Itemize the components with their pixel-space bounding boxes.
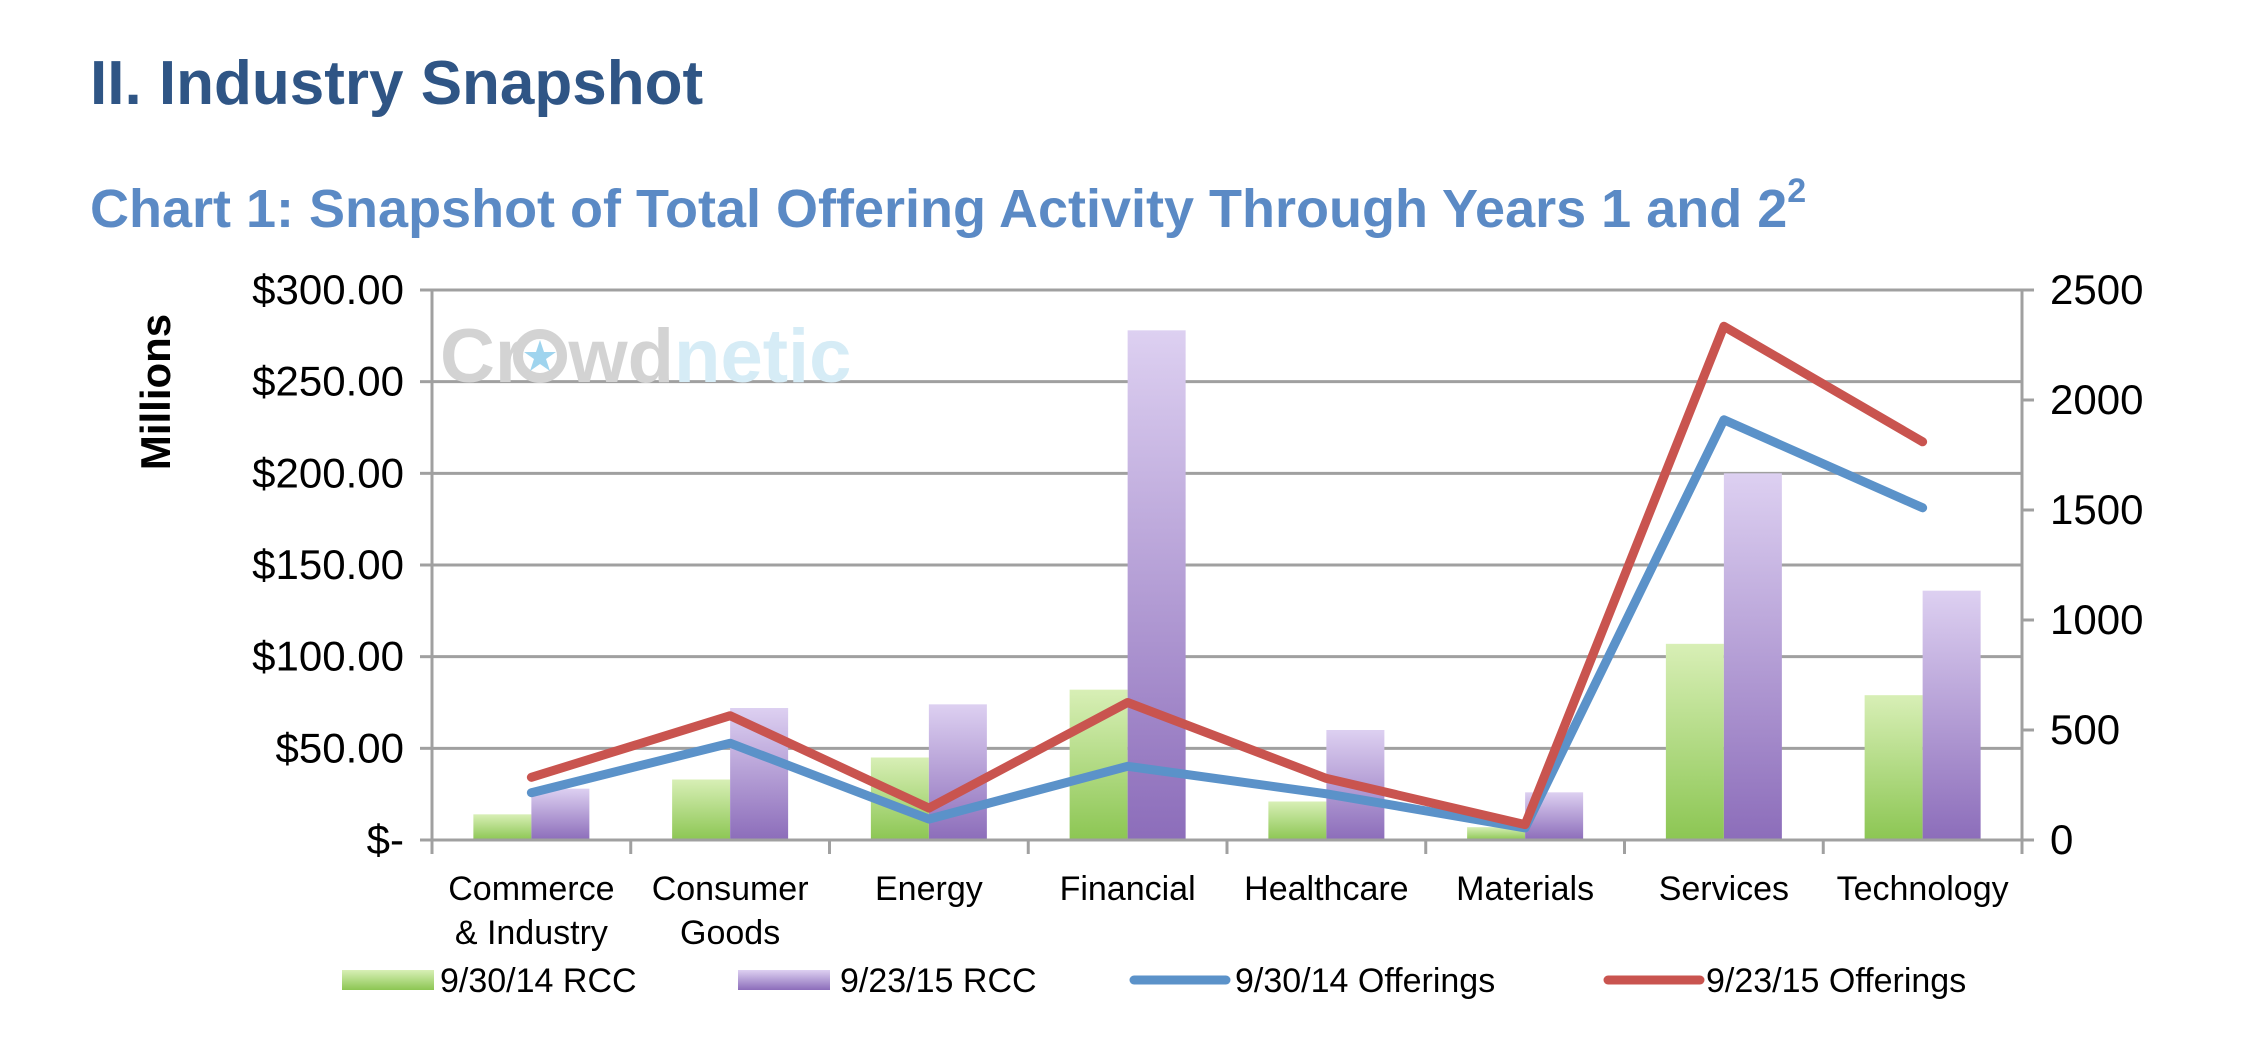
legend-label: 9/30/14 RCC	[440, 962, 637, 1000]
right-tick-label: 2000	[2050, 376, 2143, 423]
bar-rcc-2014	[672, 779, 731, 840]
bar-rcc-2015	[1127, 330, 1186, 840]
left-tick-label: $100.00	[252, 633, 404, 680]
right-tick-label: 2500	[2050, 266, 2143, 313]
category-label: Financial	[1060, 870, 1196, 908]
bar-rcc-2015	[1922, 590, 1981, 840]
category-label: Healthcare	[1244, 870, 1408, 908]
watermark: Cr wdnetic	[440, 314, 851, 399]
lines	[526, 321, 1928, 833]
left-tick-label: $200.00	[252, 449, 404, 496]
chart-title: Chart 1: Snapshot of Total Offering Acti…	[90, 172, 1806, 240]
category-labels: Commerce & Industry Consumer Goods Energy Fin…	[448, 870, 2008, 952]
crowd-star-icon	[513, 329, 567, 383]
legend: 9/30/14 RCC 9/23/15 RCC 9/30/14 Offerings 9…	[342, 962, 1966, 1000]
line-offerings-2014	[526, 415, 1928, 833]
watermark-part1: Cr	[440, 314, 524, 399]
right-tick-label: 1500	[2050, 486, 2143, 533]
bar-rcc-2014	[1467, 827, 1526, 840]
left-axis-ticks: $- $50.00 $100.00 $150.00 $200.00 $250.00 $300…	[252, 266, 404, 863]
bars	[473, 330, 1981, 840]
left-tick-label: $250.00	[252, 358, 404, 405]
left-tick-label: $-	[367, 816, 404, 863]
legend-label: 9/23/15 RCC	[840, 962, 1037, 1000]
line-offerings-2015	[526, 321, 1928, 830]
category-label: Energy	[875, 870, 983, 908]
y-axis-label: Millions	[132, 314, 179, 470]
right-tick-label: 1000	[2050, 596, 2143, 643]
left-tick-label: $300.00	[252, 266, 404, 313]
chart-title-text: Chart 1: Snapshot of Total Offering Acti…	[90, 179, 1788, 239]
category-label: Technology	[1837, 870, 2009, 908]
category-label: & Industry	[455, 914, 608, 952]
bar-rcc-2014	[1665, 643, 1724, 840]
left-tick-label: $50.00	[276, 724, 404, 771]
legend-swatch	[342, 970, 434, 990]
bar-rcc-2015	[531, 788, 590, 840]
axes	[420, 288, 2034, 854]
watermark-part3: netic	[674, 314, 851, 399]
watermark-part2: wd	[567, 314, 674, 399]
legend-label: 9/30/14 Offerings	[1235, 962, 1495, 1000]
category-label: Materials	[1456, 870, 1594, 908]
right-axis-ticks: 0 500 1000 1500 2000 2500	[2050, 266, 2143, 863]
page-heading: II. Industry Snapshot	[90, 49, 704, 118]
watermark-text: Cr wdnetic	[440, 314, 851, 399]
legend-label: 9/23/15 Offerings	[1706, 962, 1966, 1000]
left-tick-label: $150.00	[252, 541, 404, 588]
category-label: Consumer	[652, 870, 809, 908]
chart-title-footnote: 2	[1787, 172, 1807, 210]
bar-rcc-2015	[1723, 473, 1782, 840]
legend-swatch	[738, 970, 830, 990]
bar-rcc-2014	[1268, 801, 1327, 840]
category-label: Goods	[680, 914, 780, 952]
bar-rcc-2014	[473, 814, 532, 840]
category-label: Commerce	[448, 870, 614, 908]
right-tick-label: 0	[2050, 816, 2073, 863]
right-tick-label: 500	[2050, 706, 2120, 753]
category-label: Services	[1659, 870, 1789, 908]
bar-rcc-2014	[1864, 695, 1923, 840]
